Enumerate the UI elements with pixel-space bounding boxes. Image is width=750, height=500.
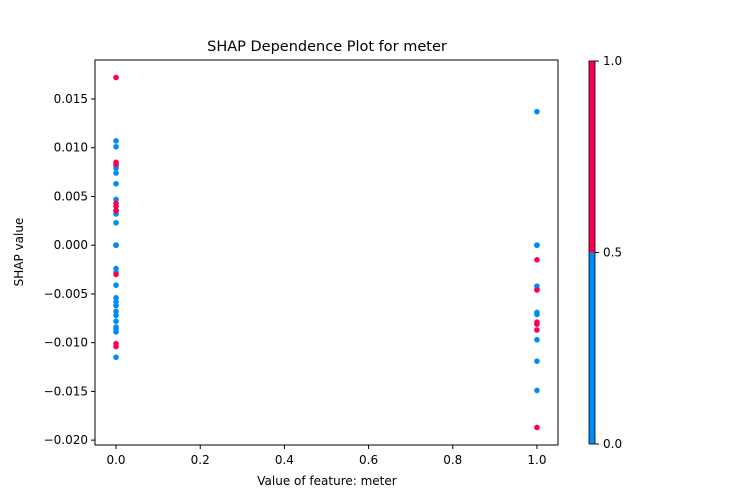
scatter-point <box>534 336 540 343</box>
x-tick-label: 1.0 <box>527 453 546 467</box>
x-tick-label: 0.0 <box>106 453 125 467</box>
y-tick-label: 0.005 <box>54 189 88 203</box>
scatter-point <box>113 208 119 214</box>
x-tick-label: 0.6 <box>359 453 378 467</box>
scatter-point <box>113 203 119 209</box>
x-tick-label: 0.8 <box>443 453 462 467</box>
x-tick-label: 0.2 <box>191 453 210 467</box>
scatter-point <box>113 282 119 288</box>
scatter-point <box>534 311 540 318</box>
scatter-point <box>534 257 540 263</box>
scatter-point <box>534 108 540 115</box>
scatter-point <box>113 219 119 226</box>
scatter-point <box>113 329 119 335</box>
scatter-point <box>113 143 119 150</box>
scatter-point <box>113 308 119 315</box>
scatter-point <box>113 298 119 305</box>
scatter-point <box>113 271 119 278</box>
scatter-point <box>113 354 119 361</box>
scatter-point <box>113 165 119 171</box>
y-tick-label: −0.020 <box>44 433 88 447</box>
scatter-point <box>113 161 119 168</box>
scatter-point <box>113 180 119 187</box>
scatter-point <box>534 424 540 431</box>
y-axis: −0.020 −0.015 −0.010 −0.005 0.000 0.005 0.010 0… <box>44 92 95 447</box>
colorbar-tick-label: 0.5 <box>603 246 622 260</box>
scatter-point <box>113 295 119 301</box>
y-tick-label: 0.015 <box>54 92 88 106</box>
scatter-point <box>534 327 540 333</box>
colorbar: 0.0 0.5 1.0 <box>588 54 622 451</box>
plot-frame <box>94 59 559 446</box>
y-tick-label: −0.015 <box>44 384 88 398</box>
y-tick-label: −0.005 <box>44 287 88 301</box>
scatter-points <box>113 74 540 431</box>
y-tick-label: −0.010 <box>44 336 88 350</box>
scatter-point <box>534 321 540 327</box>
scatter-point <box>534 242 540 248</box>
scatter-point <box>534 358 540 364</box>
scatter-point <box>113 265 119 272</box>
colorbar-low-segment <box>589 252 595 444</box>
scatter-point <box>113 343 119 350</box>
scatter-point <box>113 138 119 144</box>
x-axis-label: Value of feature: meter <box>257 474 396 488</box>
colorbar-high-segment <box>589 61 595 253</box>
scatter-point <box>113 318 119 325</box>
y-axis-label: SHAP value <box>12 218 26 287</box>
x-axis: 0.0 0.2 0.4 0.6 0.8 1.0 <box>106 445 547 467</box>
chart-title: SHAP Dependence Plot for meter <box>207 39 447 55</box>
scatter-point <box>113 242 119 248</box>
scatter-point <box>113 196 119 203</box>
scatter-point <box>113 170 119 176</box>
scatter-point <box>113 74 119 81</box>
x-tick-label: 0.4 <box>275 453 294 467</box>
colorbar-tick-label: 0.0 <box>603 437 622 451</box>
y-tick-label: 0.000 <box>54 238 88 252</box>
scatter-point <box>113 302 119 309</box>
colorbar-tick-label: 1.0 <box>603 54 622 68</box>
scatter-point <box>113 312 119 319</box>
scatter-point <box>534 287 540 293</box>
scatter-point <box>534 387 540 394</box>
y-tick-label: 0.010 <box>54 141 88 155</box>
